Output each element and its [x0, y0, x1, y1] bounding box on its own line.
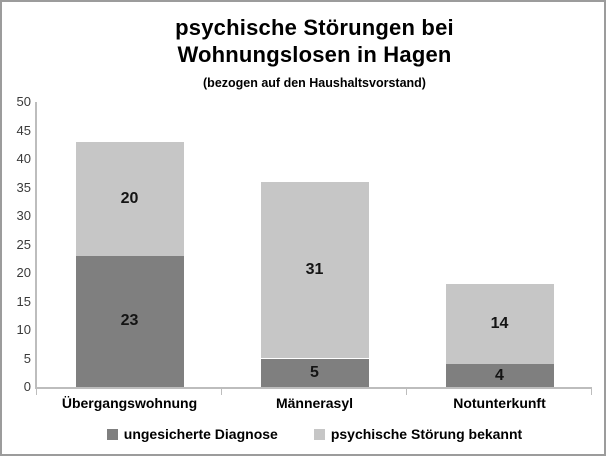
- category-label: Männerasyl: [275, 395, 354, 411]
- bar-value-label: 14: [490, 315, 509, 333]
- y-axis-tick-label: 25: [16, 236, 31, 252]
- y-axis-tick-label: 40: [16, 151, 31, 166]
- x-axis-tick: [221, 389, 222, 395]
- x-axis-tick: [36, 389, 37, 395]
- y-axis-tick-label: 0: [23, 379, 31, 394]
- chart-title: psychische Störungen bei Wohnungslosen i…: [37, 14, 592, 68]
- x-axis-line: [35, 387, 592, 389]
- chart-title-line-1: psychische Störungen bei: [175, 15, 454, 40]
- y-axis-tick-label: 20: [16, 265, 31, 280]
- y-axis-tick-label: 15: [16, 293, 31, 309]
- y-axis-tick-label: 35: [16, 179, 31, 195]
- legend-label: psychische Störung bekannt: [330, 426, 523, 442]
- y-axis-tick-label: 45: [16, 122, 31, 138]
- y-axis-tick-label: 5: [23, 350, 31, 366]
- y-axis-tick-label: 30: [16, 208, 31, 223]
- y-axis-line: [35, 102, 37, 387]
- legend-item: psychische Störung bekannt: [313, 426, 523, 442]
- legend-label: ungesicherte Diagnose: [123, 426, 278, 442]
- category-label: Notunterkunft: [453, 395, 546, 411]
- chart-title-line-2: Wohnungslosen in Hagen: [177, 42, 452, 67]
- bar-segment: [260, 358, 369, 387]
- bar-segment: [75, 141, 184, 256]
- bar-value-label: 5: [310, 363, 319, 381]
- bar-value-label: 20: [120, 189, 139, 207]
- x-axis-tick: [406, 389, 407, 395]
- bar-value-label: 23: [120, 312, 139, 330]
- y-axis-tick-label: 50: [16, 94, 31, 109]
- legend-swatch: [106, 428, 118, 440]
- legend-swatch: [313, 428, 325, 440]
- bar-value-label: 4: [495, 366, 504, 384]
- chart-subtitle: (bezogen auf den Haushaltsvorstand): [203, 76, 426, 90]
- legend-item: ungesicherte Diagnose: [106, 426, 278, 442]
- bar-value-label: 31: [305, 261, 324, 279]
- x-axis-tick: [591, 389, 592, 395]
- bar-segment: [445, 284, 554, 365]
- bar-segment: [260, 181, 369, 359]
- bar-segment: [445, 364, 554, 387]
- chart-legend: ungesicherte Diagnose psychische Störung …: [37, 426, 592, 442]
- bar-segment: [75, 255, 184, 387]
- category-label: Übergangswohnung: [61, 395, 198, 411]
- y-axis-tick-label: 10: [16, 322, 31, 337]
